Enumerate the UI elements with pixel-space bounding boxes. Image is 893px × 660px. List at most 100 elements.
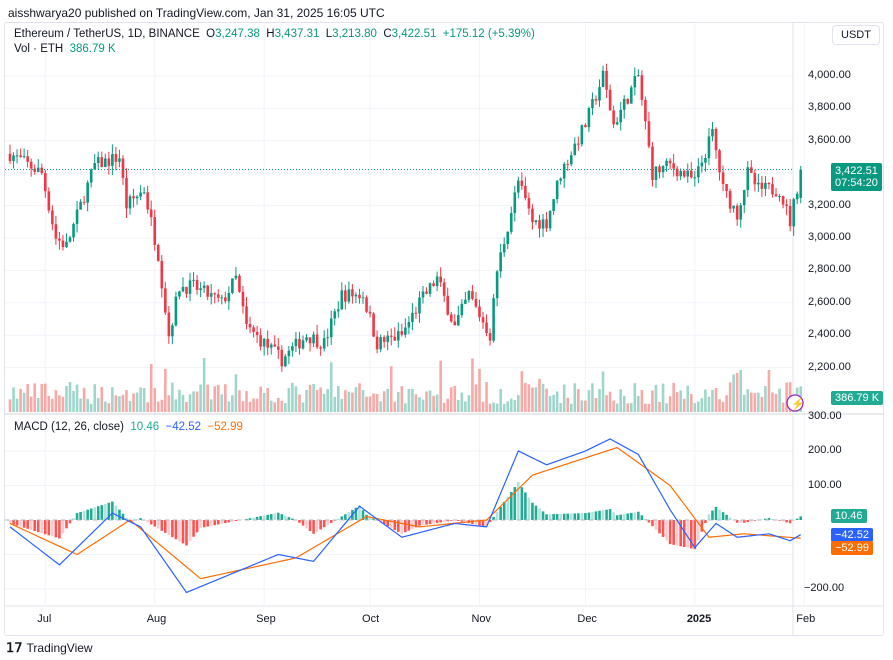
macd-histogram-bar xyxy=(393,520,397,531)
macd-histogram-bar xyxy=(40,520,44,534)
candle-body xyxy=(615,122,619,125)
candle-body xyxy=(562,163,566,179)
macd-histogram-bar xyxy=(273,513,277,520)
volume-bar xyxy=(354,387,358,412)
volume-bar xyxy=(707,396,711,412)
candle-body xyxy=(577,143,580,145)
macd-histogram-bar xyxy=(697,520,700,541)
macd-histogram-bar xyxy=(209,520,213,526)
volume-bar xyxy=(573,383,577,412)
volume-bar xyxy=(389,366,393,412)
volume-bar xyxy=(319,387,322,412)
candle-body xyxy=(164,288,167,313)
volume-bar xyxy=(672,382,675,412)
volume-bar xyxy=(111,387,114,412)
candle-body xyxy=(428,283,432,294)
volume-bar xyxy=(96,398,100,412)
volume-bar xyxy=(393,401,397,412)
volume-bar xyxy=(379,401,382,412)
candle-body xyxy=(753,172,757,185)
candle-body xyxy=(707,136,711,159)
volume-bar xyxy=(22,392,26,412)
tradingview-logo[interactable]: 𝟣𝟩 TradingView xyxy=(6,640,93,656)
volume-bar xyxy=(65,385,68,412)
volume-bar xyxy=(326,389,329,412)
candle-body xyxy=(132,196,135,199)
macd-histogram-bar xyxy=(185,520,188,546)
candle-body xyxy=(262,338,266,347)
volume-bar xyxy=(287,387,291,412)
macd-histogram-bar xyxy=(541,511,545,520)
volume-bar xyxy=(555,391,559,412)
price-axis-tick: 2,400.00 xyxy=(808,328,851,341)
candle-body xyxy=(209,293,213,297)
volume-bar xyxy=(644,403,647,412)
volume-bar xyxy=(580,400,584,412)
macd-label[interactable]: MACD (12, 26, close) xyxy=(14,421,124,433)
macd-histogram-bar xyxy=(707,514,711,520)
macd-histogram-bar xyxy=(298,520,301,523)
volume-bar xyxy=(255,398,259,412)
candle-body xyxy=(393,336,397,341)
candle-body xyxy=(142,192,146,194)
chart-frame[interactable] xyxy=(4,22,884,636)
volume-bar xyxy=(365,396,368,412)
candle-body xyxy=(605,70,608,90)
candle-body xyxy=(407,322,411,328)
volume-bar xyxy=(661,383,665,412)
macd-histogram-bar xyxy=(506,497,510,520)
volume-bar xyxy=(347,391,351,412)
volume-bar xyxy=(153,388,157,412)
volume-bar xyxy=(241,401,245,412)
candle-body xyxy=(195,279,199,290)
macd-histogram-bar xyxy=(781,520,785,522)
volume-bar xyxy=(464,401,467,412)
candle-body xyxy=(315,334,319,348)
macd-histogram-bar xyxy=(739,520,743,523)
macd-histogram-bar xyxy=(276,512,280,520)
macd-histogram-bar xyxy=(569,513,573,520)
macd-histogram-bar xyxy=(171,520,174,538)
volume-bar xyxy=(100,387,104,412)
volume-bar xyxy=(301,402,305,412)
candle-body xyxy=(682,170,686,177)
macd-histogram-bar xyxy=(580,513,584,520)
currency-button[interactable]: USDT xyxy=(832,25,880,45)
macd-histogram-bar xyxy=(354,507,358,520)
candle-body xyxy=(453,321,457,326)
open-value: 3,247.38 xyxy=(215,28,260,40)
price-axis-tick: 2,800.00 xyxy=(808,263,851,276)
macd-histogram-bar xyxy=(266,514,269,520)
time-axis-label: Nov xyxy=(471,613,492,625)
volume-bar xyxy=(668,396,672,412)
price-axis-tick: 3,200.00 xyxy=(808,198,851,211)
symbol-legend: Ethereum / TetherUS, 1D, BINANCE O3,247.… xyxy=(14,27,535,57)
volume-bar xyxy=(432,395,435,412)
volume-bar xyxy=(640,389,644,412)
macd-histogram-bar xyxy=(153,520,157,527)
symbol-name[interactable]: Ethereum / TetherUS, 1D, BINANCE xyxy=(14,28,200,40)
volume-bar xyxy=(545,388,548,412)
candle-body xyxy=(714,129,718,151)
candle-body xyxy=(12,155,15,162)
candle-body xyxy=(651,146,654,180)
volume-bar xyxy=(594,397,598,412)
volume-bar xyxy=(142,388,146,412)
candle-body xyxy=(739,205,743,220)
macd-histogram-bar xyxy=(548,514,552,520)
macd-signal-tag: −52.99 xyxy=(831,541,873,555)
volume-bar xyxy=(188,394,192,412)
volume-bar xyxy=(601,371,605,412)
macd-histogram-bar xyxy=(100,505,104,520)
candle-body xyxy=(185,286,188,294)
volume-bar xyxy=(195,391,199,412)
volume-bar xyxy=(44,383,47,412)
candle-body xyxy=(750,167,753,173)
candle-body xyxy=(626,98,630,104)
volume-bar xyxy=(51,398,54,412)
macd-histogram-bar xyxy=(347,512,351,520)
volume-bar xyxy=(358,383,361,412)
macd-histogram-bar xyxy=(156,520,160,529)
volume-bar xyxy=(248,401,252,412)
